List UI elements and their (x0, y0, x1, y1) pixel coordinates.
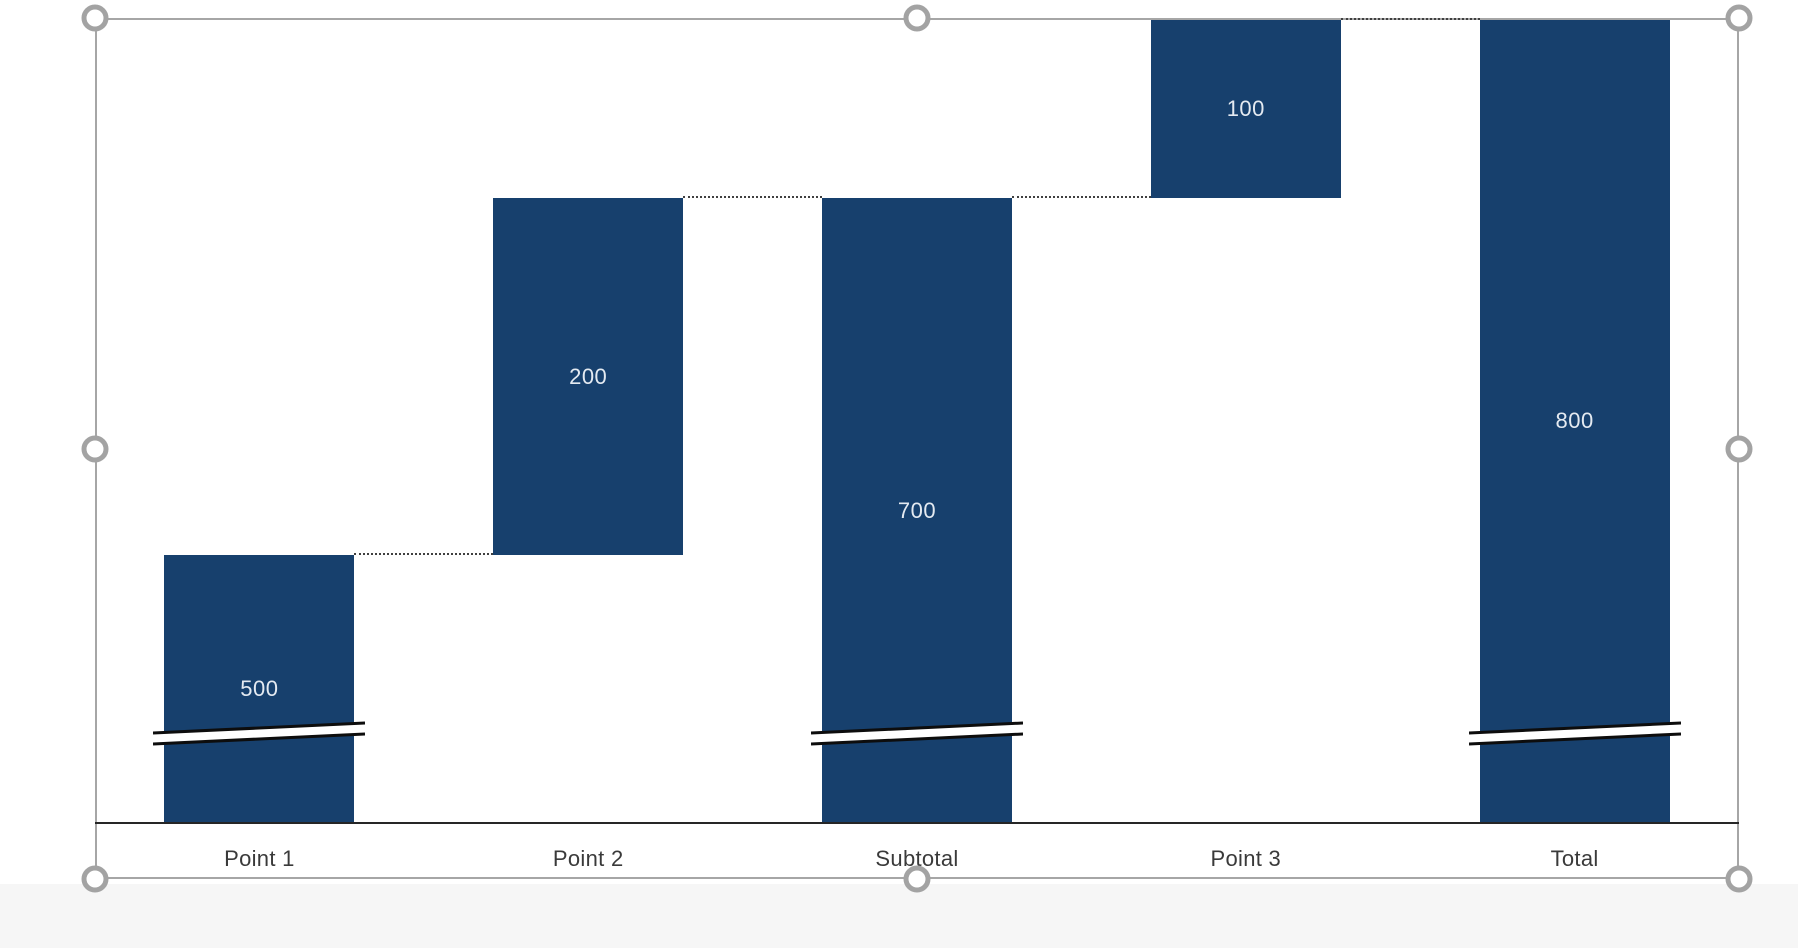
data-label-subtotal: 700 (897, 497, 937, 523)
connector-line-point-2-to-subtotal (683, 196, 822, 198)
category-axis-line (95, 822, 1739, 824)
connector-line-point-3-to-total (1340, 17, 1480, 20)
category-label-total: Total (1550, 846, 1599, 871)
connector-line-subtotal-to-point-3 (1012, 196, 1151, 198)
data-label-total: 800 (1555, 408, 1594, 434)
bar-subtotal[interactable] (822, 198, 1012, 823)
bar-point-3[interactable] (1150, 19, 1341, 198)
selection-handle-bottom-center[interactable] (903, 865, 931, 893)
axis-break-mark-point-1 (153, 717, 366, 751)
bar-total[interactable] (1479, 19, 1670, 823)
bar-point-2[interactable] (493, 198, 684, 555)
selection-handle-bottom-left[interactable] (81, 865, 109, 893)
bar-point-1[interactable] (164, 555, 355, 823)
data-label-point-3: 100 (1226, 95, 1265, 121)
axis-break-mark-subtotal (810, 717, 1024, 751)
data-label-point-1: 500 (240, 676, 279, 701)
selection-handle-top-center[interactable] (903, 4, 931, 32)
selection-handle-middle-right[interactable] (1725, 435, 1753, 462)
category-label-point-1: Point 1 (224, 846, 295, 871)
selection-handle-top-right[interactable] (1725, 4, 1753, 32)
data-label-point-2: 200 (569, 363, 608, 389)
connector-line-point-1-to-point-2 (354, 553, 494, 555)
selection-handle-middle-left[interactable] (81, 435, 109, 462)
selection-handle-top-left[interactable] (81, 4, 109, 32)
axis-break-mark-total (1468, 717, 1681, 751)
category-label-point-3: Point 3 (1210, 846, 1282, 871)
category-label-point-2: Point 2 (552, 846, 624, 871)
slide-edge-strip (0, 884, 1798, 948)
selection-handle-bottom-right[interactable] (1725, 865, 1753, 893)
